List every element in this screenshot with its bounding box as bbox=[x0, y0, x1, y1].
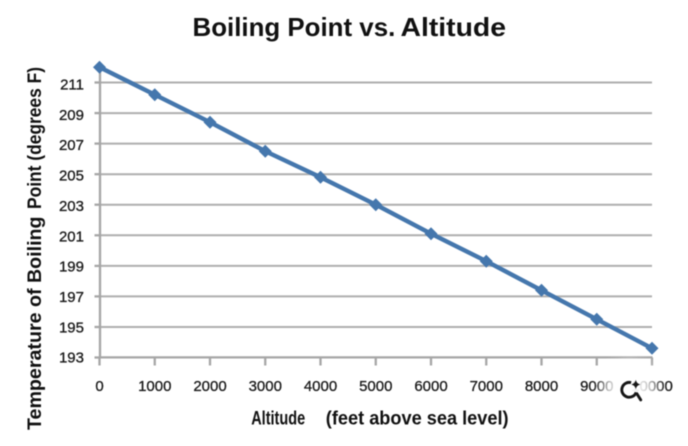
svg-text:Boiling Point vs.: Boiling Point vs. bbox=[193, 12, 403, 42]
svg-text:Altitude: Altitude bbox=[251, 408, 305, 429]
svg-text:193: 193 bbox=[59, 350, 84, 367]
svg-text:203: 203 bbox=[59, 198, 84, 215]
svg-text:199: 199 bbox=[59, 259, 84, 276]
svg-text:Point (degrees F): Point (degrees F) bbox=[25, 67, 46, 209]
svg-text:197: 197 bbox=[59, 289, 84, 306]
svg-text:(feet above sea level): (feet above sea level) bbox=[326, 408, 509, 429]
svg-text:209: 209 bbox=[59, 107, 84, 124]
svg-text:4000: 4000 bbox=[304, 378, 337, 395]
svg-text:195: 195 bbox=[59, 319, 84, 336]
svg-text:207: 207 bbox=[59, 137, 84, 154]
svg-text:7000: 7000 bbox=[470, 378, 503, 395]
svg-text:0: 0 bbox=[95, 378, 103, 395]
svg-text:Temperature of Boiling: Temperature of Boiling bbox=[25, 211, 46, 430]
svg-text:6000: 6000 bbox=[414, 378, 447, 395]
svg-text:3000: 3000 bbox=[249, 378, 282, 395]
svg-text:2000: 2000 bbox=[193, 378, 226, 395]
svg-text:201: 201 bbox=[59, 228, 84, 245]
svg-text:205: 205 bbox=[59, 168, 84, 185]
svg-text:5000: 5000 bbox=[359, 378, 392, 395]
svg-text:211: 211 bbox=[60, 77, 84, 94]
svg-text:1000: 1000 bbox=[138, 378, 171, 395]
svg-text:Altitude: Altitude bbox=[401, 12, 507, 42]
svg-text:8000: 8000 bbox=[525, 378, 558, 395]
